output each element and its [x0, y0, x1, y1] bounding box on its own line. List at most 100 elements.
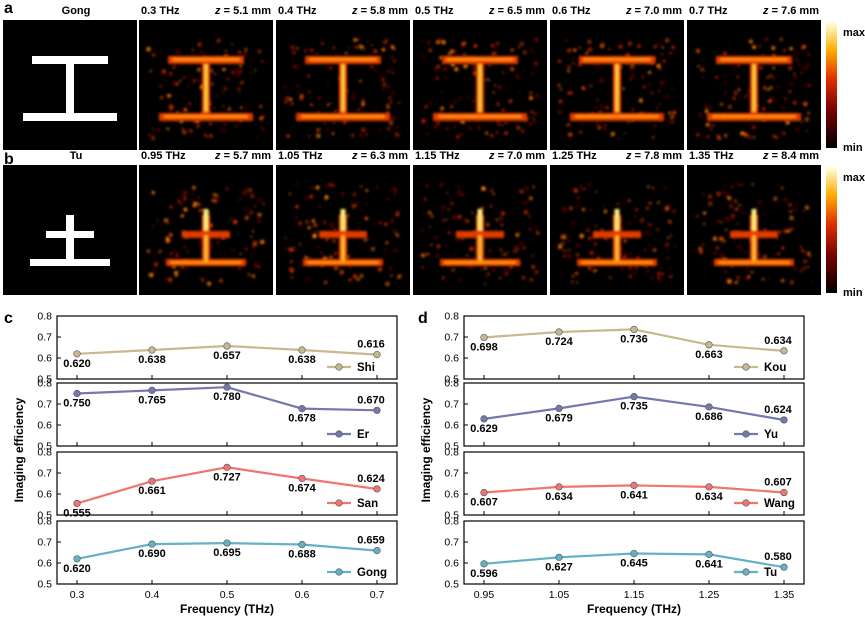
- data-point: [705, 550, 713, 558]
- speckle-dot: [383, 222, 388, 226]
- data-point: [373, 351, 381, 359]
- speckle-dot: [656, 107, 659, 110]
- speckle-dot: [500, 224, 503, 227]
- speckle-dot: [472, 100, 475, 103]
- data-point: [780, 488, 788, 497]
- speckle-dot: [661, 53, 664, 56]
- x-tick-label: 0.95: [474, 589, 495, 601]
- speckle-dot: [339, 269, 345, 275]
- speckle-dot: [216, 240, 220, 244]
- speckle-dot: [669, 274, 673, 279]
- speckle-dot: [259, 104, 263, 108]
- speckle-dot: [530, 110, 534, 114]
- speckle-dot: [793, 207, 798, 212]
- speckle-dot: [257, 49, 262, 54]
- speckle-dot: [148, 133, 151, 136]
- speckle-dot: [497, 84, 503, 90]
- speckle-dot: [487, 248, 492, 253]
- speckle-dot: [568, 249, 571, 252]
- speckle-dot: [458, 96, 462, 100]
- speckle-dot: [203, 133, 206, 136]
- speckle-dot: [245, 187, 248, 190]
- speckle-dot: [234, 124, 238, 128]
- speckle-dot: [259, 115, 264, 120]
- speckle-dot: [197, 227, 201, 231]
- speckle-dot: [436, 64, 441, 69]
- speckle-dot: [451, 267, 456, 272]
- data-label: 0.724: [545, 336, 573, 348]
- hot-stem: [478, 235, 482, 261]
- speckle-dot: [703, 222, 706, 225]
- speckle-dot: [257, 198, 262, 203]
- speckle-dot: [755, 206, 758, 210]
- hot-top: [614, 209, 620, 231]
- speckle-dot: [699, 250, 703, 254]
- data-label: 0.607: [470, 497, 498, 509]
- speckle-dot: [799, 245, 802, 248]
- speckle-dot: [785, 96, 788, 98]
- data-label: 0.659: [357, 535, 385, 547]
- speckle-dot: [299, 264, 303, 267]
- speckle-dot: [317, 95, 322, 101]
- speckle-dot: [240, 80, 244, 85]
- frequency-label: 0.6 THz: [552, 5, 591, 17]
- speckle-dot: [794, 57, 799, 62]
- speckle-dot: [714, 251, 717, 255]
- speckle-dot: [248, 188, 253, 193]
- speckle-dot: [381, 47, 386, 52]
- speckle-dot: [237, 50, 242, 54]
- speckle-dot: [523, 209, 529, 215]
- hot-stem: [615, 64, 619, 112]
- speckle-dot: [374, 69, 377, 73]
- speckle-dot: [340, 190, 343, 193]
- speckle-dot: [363, 238, 367, 242]
- speckle-dot: [422, 55, 426, 59]
- speckle-dot: [762, 212, 765, 216]
- speckle-dot: [659, 278, 663, 282]
- speckle-dot: [239, 197, 242, 200]
- speckle-dot: [366, 40, 369, 43]
- speckle-dot: [182, 244, 187, 250]
- speckle-dot: [734, 282, 737, 284]
- speckle-dot: [339, 275, 341, 277]
- speckle-dot: [196, 124, 201, 129]
- subplot-shi: 0.5 0.6 0.7 0.8 0.620 0.638 0.657 0.638 0.616 Shi: [37, 311, 398, 386]
- speckle-dot: [485, 275, 488, 278]
- speckle-dot: [322, 252, 324, 255]
- speckle-dot: [230, 70, 233, 73]
- speckle-dot: [148, 272, 154, 278]
- glyph-bar-middle: [456, 231, 504, 238]
- speckle-dot: [704, 104, 709, 109]
- speckle-dot: [352, 96, 356, 101]
- speckle-dot: [308, 135, 311, 138]
- speckle-dot: [219, 128, 222, 131]
- speckle-dot: [783, 229, 788, 234]
- hot-core: [307, 209, 379, 264]
- speckle-dot: [716, 191, 721, 197]
- data-label: 0.596: [470, 568, 498, 580]
- speckle-dot: [241, 190, 246, 195]
- data-label: 0.657: [213, 350, 241, 362]
- speckle-dot: [361, 102, 365, 107]
- speckle-dot: [391, 186, 395, 190]
- hot-stem: [204, 235, 208, 261]
- speckle-dot: [707, 248, 710, 251]
- legend-marker: [335, 499, 343, 507]
- speckle-dot: [784, 98, 788, 102]
- speckle-dot: [506, 236, 509, 240]
- speckle-dot: [574, 271, 579, 276]
- speckle-dot: [795, 127, 800, 133]
- speckle-dot: [603, 209, 608, 214]
- speckle-dot: [772, 76, 776, 80]
- speckle-dot: [430, 243, 433, 246]
- speckle-dot: [428, 211, 432, 215]
- speckle-dot: [806, 52, 811, 57]
- speckle-dot: [646, 269, 650, 273]
- x-axis-title: Frequency (THz): [587, 602, 681, 616]
- speckle-dot: [634, 207, 639, 212]
- speckle-dot: [708, 201, 713, 206]
- speckle-dot: [730, 185, 734, 188]
- speckle-dot: [183, 198, 186, 201]
- speckle-dot: [673, 245, 677, 248]
- speckle-dot: [670, 234, 673, 237]
